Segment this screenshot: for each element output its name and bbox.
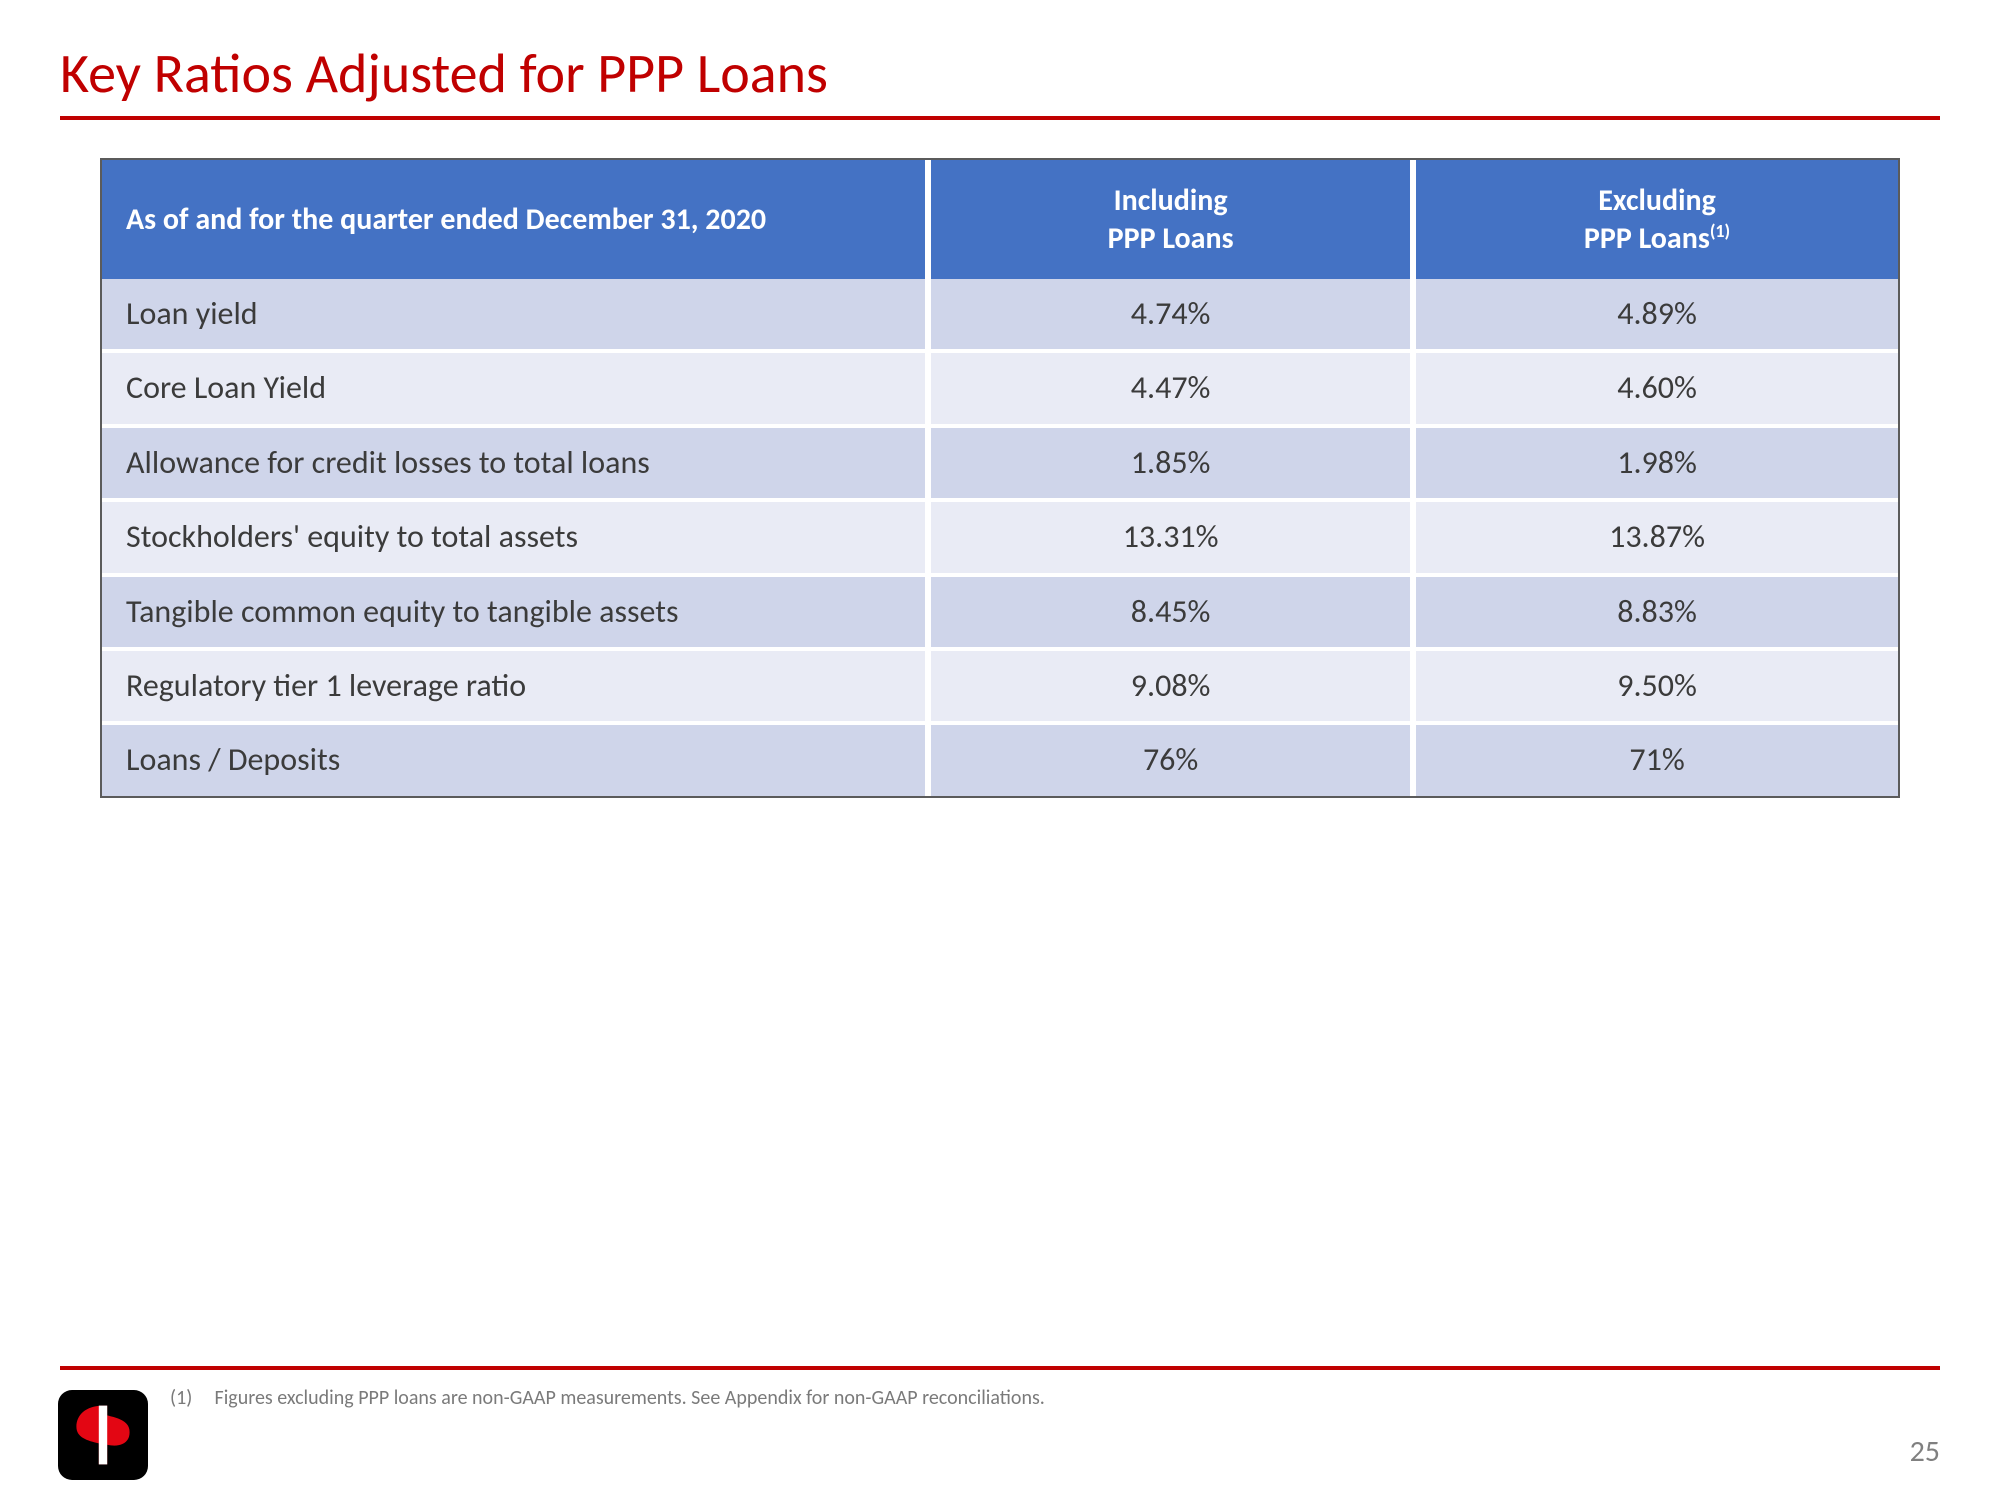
row-label: Core Loan Yield xyxy=(102,351,928,425)
header-excluding-sup: (1) xyxy=(1710,220,1730,242)
table-row: Loans / Deposits76%71% xyxy=(102,723,1898,795)
slide: Key Ratios Adjusted for PPP Loans As of … xyxy=(0,0,2000,1500)
table-row: Loan yield4.74%4.89% xyxy=(102,279,1898,351)
table-row: Core Loan Yield4.47%4.60% xyxy=(102,351,1898,425)
header-rowhead: As of and for the quarter ended December… xyxy=(102,160,928,279)
row-label: Tangible common equity to tangible asset… xyxy=(102,575,928,649)
row-excluding: 71% xyxy=(1413,723,1898,795)
ratios-table: As of and for the quarter ended December… xyxy=(102,160,1898,796)
header-excluding-line2: PPP Loans xyxy=(1584,220,1710,257)
row-including: 4.47% xyxy=(928,351,1413,425)
table-row: Regulatory tier 1 leverage ratio9.08%9.5… xyxy=(102,649,1898,723)
table-row: Allowance for credit losses to total loa… xyxy=(102,426,1898,500)
table-row: Tangible common equity to tangible asset… xyxy=(102,575,1898,649)
row-excluding: 4.89% xyxy=(1413,279,1898,351)
footnote-number: (1) xyxy=(170,1386,210,1410)
header-excluding-line1: Excluding xyxy=(1598,182,1716,219)
header-excluding: Excluding PPP Loans(1) xyxy=(1413,160,1898,279)
footer-rule xyxy=(60,1366,1940,1370)
title-underline xyxy=(60,116,1940,120)
row-label: Loan yield xyxy=(102,279,928,351)
row-including: 76% xyxy=(928,723,1413,795)
brand-logo-icon xyxy=(68,1400,138,1470)
row-including: 4.74% xyxy=(928,279,1413,351)
row-including: 13.31% xyxy=(928,500,1413,574)
table-header-row: As of and for the quarter ended December… xyxy=(102,160,1898,279)
header-including-line1: Including xyxy=(1114,182,1228,219)
brand-logo xyxy=(58,1390,148,1480)
slide-title: Key Ratios Adjusted for PPP Loans xyxy=(60,40,1940,116)
row-excluding: 9.50% xyxy=(1413,649,1898,723)
row-excluding: 13.87% xyxy=(1413,500,1898,574)
table-body: Loan yield4.74%4.89%Core Loan Yield4.47%… xyxy=(102,279,1898,796)
page-number: 25 xyxy=(1910,1433,1940,1470)
row-including: 1.85% xyxy=(928,426,1413,500)
footnote: (1) Figures excluding PPP loans are non-… xyxy=(170,1386,1045,1410)
row-including: 8.45% xyxy=(928,575,1413,649)
header-including: Including PPP Loans xyxy=(928,160,1413,279)
row-excluding: 1.98% xyxy=(1413,426,1898,500)
ratios-table-container: As of and for the quarter ended December… xyxy=(100,158,1900,798)
header-including-line2: PPP Loans xyxy=(1108,220,1234,257)
row-label: Stockholders' equity to total assets xyxy=(102,500,928,574)
row-including: 9.08% xyxy=(928,649,1413,723)
row-excluding: 4.60% xyxy=(1413,351,1898,425)
footnote-text: Figures excluding PPP loans are non-GAAP… xyxy=(215,1386,1045,1410)
row-label: Regulatory tier 1 leverage ratio xyxy=(102,649,928,723)
table-row: Stockholders' equity to total assets13.3… xyxy=(102,500,1898,574)
row-excluding: 8.83% xyxy=(1413,575,1898,649)
row-label: Loans / Deposits xyxy=(102,723,928,795)
row-label: Allowance for credit losses to total loa… xyxy=(102,426,928,500)
